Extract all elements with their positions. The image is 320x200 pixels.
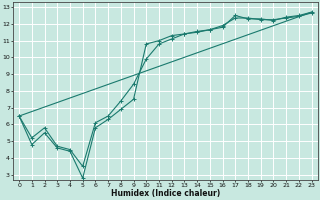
X-axis label: Humidex (Indice chaleur): Humidex (Indice chaleur) xyxy=(111,189,220,198)
